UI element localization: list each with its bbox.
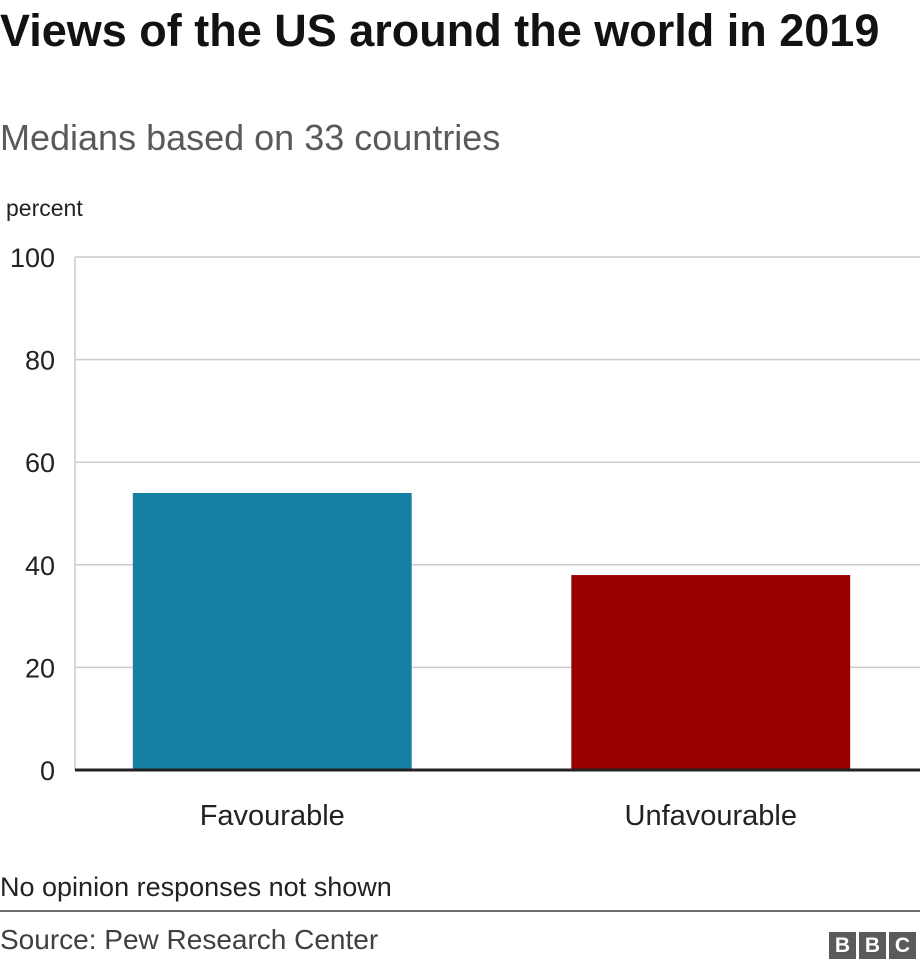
chart-subtitle: Medians based on 33 countries <box>0 117 501 158</box>
y-tick-label: 0 <box>40 756 55 786</box>
source-credit: Source: Pew Research Center <box>0 924 379 955</box>
x-tick-label: Favourable <box>200 800 345 832</box>
bbc-logo-letter: B <box>859 932 886 959</box>
chart-note: No opinion responses not shown <box>0 872 392 902</box>
bar-chart: 0 20 40 60 80 100 Favourable Unfavourable <box>10 243 920 832</box>
bbc-logo-letter: B <box>829 932 856 959</box>
y-tick-label: 40 <box>25 551 55 581</box>
x-tick-label: Unfavourable <box>625 800 798 832</box>
bbc-logo-letter: C <box>889 932 916 959</box>
y-tick-label: 100 <box>10 243 55 273</box>
y-tick-label: 60 <box>25 448 55 478</box>
bbc-logo: B B C <box>829 932 916 959</box>
y-tick-label: 80 <box>25 346 55 376</box>
bar-unfavourable <box>571 575 851 770</box>
y-axis-label: percent <box>6 195 83 221</box>
bar-favourable <box>132 492 412 770</box>
chart-title: Views of the US around the world in 2019 <box>0 5 880 56</box>
y-tick-label: 20 <box>25 653 55 683</box>
footer-divider <box>0 910 920 912</box>
